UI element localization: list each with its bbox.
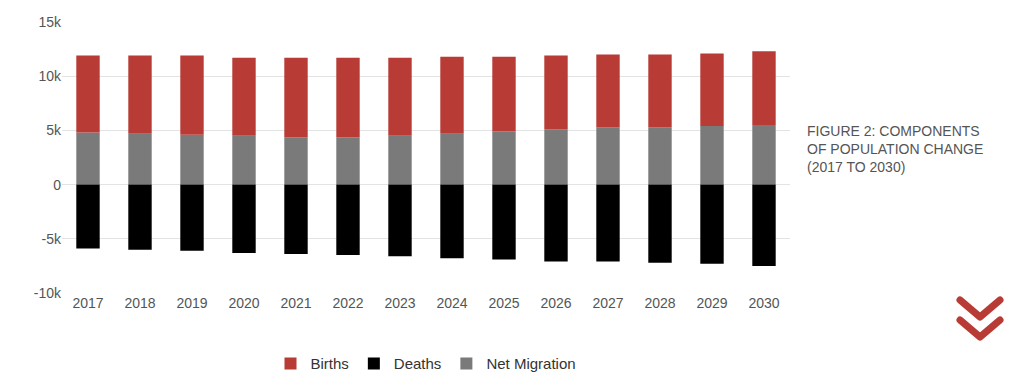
- svg-text:10k: 10k: [38, 68, 62, 84]
- svg-text:5k: 5k: [46, 122, 62, 138]
- svg-text:0: 0: [53, 177, 61, 193]
- svg-text:Net Migration: Net Migration: [486, 355, 575, 372]
- svg-text:Deaths: Deaths: [394, 355, 442, 372]
- svg-text:2024: 2024: [436, 295, 467, 311]
- svg-text:2019: 2019: [176, 295, 207, 311]
- svg-text:-10k: -10k: [34, 285, 62, 301]
- svg-text:2022: 2022: [332, 295, 363, 311]
- svg-text:-5k: -5k: [42, 231, 62, 247]
- svg-text:2021: 2021: [280, 295, 311, 311]
- svg-text:2020: 2020: [228, 295, 259, 311]
- svg-text:2018: 2018: [124, 295, 155, 311]
- svg-text:FIGURE 2: COMPONENTSOF POPULAT: FIGURE 2: COMPONENTSOF POPULATION CHANGE…: [807, 123, 983, 175]
- svg-text:2026: 2026: [540, 295, 571, 311]
- svg-text:2027: 2027: [592, 295, 623, 311]
- svg-text:Births: Births: [311, 355, 349, 372]
- svg-text:2025: 2025: [488, 295, 519, 311]
- svg-text:2030: 2030: [748, 295, 779, 311]
- svg-text:2023: 2023: [384, 295, 415, 311]
- svg-text:2017: 2017: [72, 295, 103, 311]
- svg-text:2028: 2028: [644, 295, 675, 311]
- svg-text:2029: 2029: [696, 295, 727, 311]
- svg-text:15k: 15k: [38, 14, 62, 30]
